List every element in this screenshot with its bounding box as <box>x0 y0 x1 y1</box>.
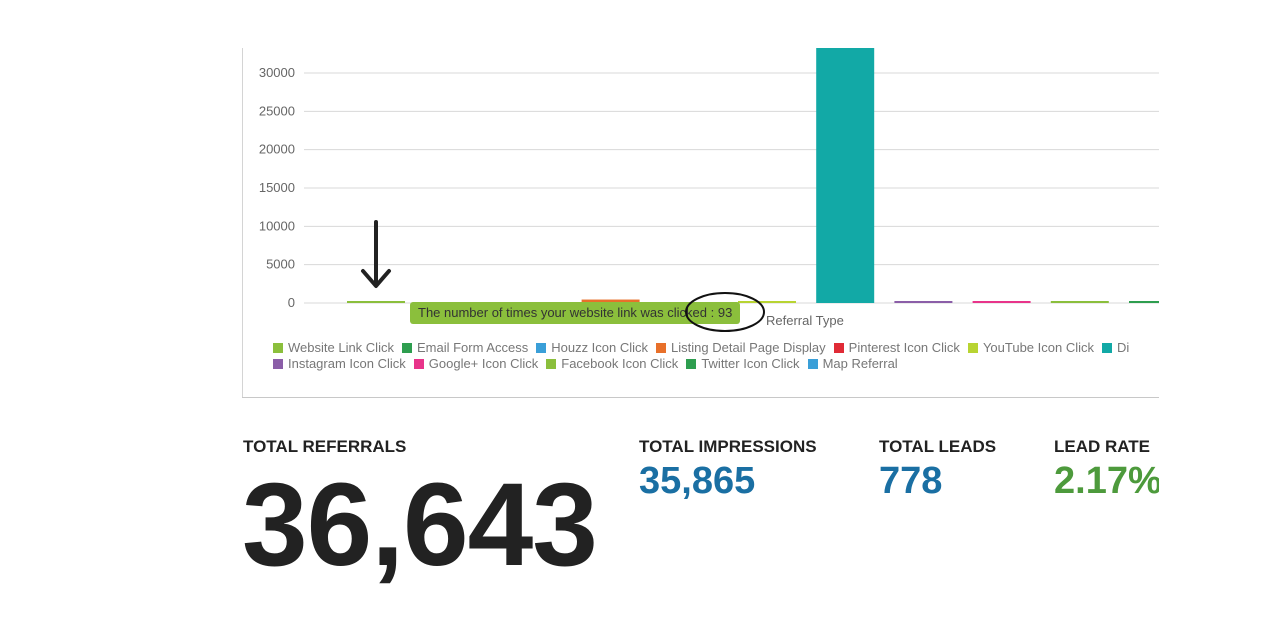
y-tick-label: 0 <box>288 295 295 310</box>
legend-item[interactable]: Instagram Icon Click <box>273 356 406 372</box>
legend-swatch <box>536 343 547 353</box>
legend-item[interactable]: Map Referral <box>807 356 898 372</box>
chart-panel-left-border <box>242 48 243 398</box>
y-tick-label: 5000 <box>266 257 295 272</box>
total-leads-value: 778 <box>879 460 943 502</box>
total-leads-label: TOTAL LEADS <box>879 437 997 456</box>
legend-label: Twitter Icon Click <box>701 356 800 371</box>
bar-google-icon-click[interactable] <box>972 301 1031 303</box>
bar-di[interactable] <box>816 48 875 303</box>
total-impressions-value: 35,865 <box>639 460 756 502</box>
chart-tooltip: The number of times your website link wa… <box>410 302 741 324</box>
legend-item[interactable]: Pinterest Icon Click <box>833 340 960 356</box>
legend-label: Pinterest Icon Click <box>848 340 960 355</box>
legend-label: Email Form Access <box>416 340 529 355</box>
lead-rate-value: 2.17% <box>1054 460 1159 502</box>
legend-item[interactable]: Twitter Icon Click <box>686 356 800 372</box>
total-impressions-label: TOTAL IMPRESSIONS <box>639 437 817 456</box>
bar-youtube-icon-click[interactable] <box>738 301 796 303</box>
y-axis-tick-labels: 0 5000 10000 15000 20000 25000 30000 <box>259 65 295 310</box>
legend-swatch <box>273 359 283 369</box>
legend-swatch <box>833 343 844 353</box>
legend-item[interactable]: Houzz Icon Click <box>536 340 648 356</box>
total-referrals-value: 36,643 <box>242 459 598 591</box>
legend-swatch <box>967 343 978 353</box>
y-tick-label: 10000 <box>259 218 295 233</box>
legend-swatch <box>273 343 283 353</box>
y-tick-label: 20000 <box>259 142 295 157</box>
bar-listing-detail-page-display[interactable] <box>581 299 640 303</box>
legend-item[interactable]: YouTube Icon Click <box>967 340 1094 356</box>
legend-row-1: Website Link Click Email Form Access Houzz… <box>273 340 1159 356</box>
chart-panel-bottom-border <box>242 397 1159 398</box>
legend-item[interactable]: Email Form Access <box>401 340 529 356</box>
y-tick-label: 15000 <box>259 180 295 195</box>
legend-label: Map Referral <box>822 356 898 371</box>
total-referrals-label: TOTAL REFERRALS <box>243 437 407 456</box>
legend-label: Listing Detail Page Display <box>671 340 826 355</box>
legend-swatch <box>413 359 424 369</box>
legend-swatch <box>401 343 412 353</box>
legend-item[interactable]: Listing Detail Page Display <box>656 340 826 356</box>
y-tick-label: 25000 <box>259 103 295 118</box>
legend-swatch <box>807 359 818 369</box>
legend-swatch <box>686 359 697 369</box>
legend-swatch <box>656 343 667 353</box>
x-axis-title: Referral Type <box>766 313 844 328</box>
bar-facebook-icon-click[interactable] <box>1050 301 1109 303</box>
legend-label: Website Link Click <box>288 340 394 355</box>
legend-swatch <box>1101 343 1112 353</box>
bar-twitter-icon-click[interactable] <box>1129 301 1159 303</box>
legend-label: Facebook Icon Click <box>561 356 679 371</box>
lead-rate-label: LEAD RATE <box>1054 437 1151 456</box>
legend-swatch <box>546 359 557 369</box>
legend-label: Di <box>1116 340 1130 355</box>
legend-label: Google+ Icon Click <box>428 356 539 371</box>
referral-bar-chart: 0 5000 10000 15000 20000 25000 30000 Referral … <box>259 48 1159 328</box>
bar-instagram-icon-click[interactable] <box>894 301 953 303</box>
legend-label: YouTube Icon Click <box>982 340 1094 355</box>
bar-website-link-click[interactable] <box>347 301 405 303</box>
legend-label: Instagram Icon Click <box>288 356 406 371</box>
legend-label: Houzz Icon Click <box>551 340 649 355</box>
legend-item[interactable]: Di <box>1101 340 1130 356</box>
legend-item[interactable]: Google+ Icon Click <box>413 356 539 372</box>
y-tick-label: 30000 <box>259 65 295 80</box>
legend-item[interactable]: Website Link Click <box>273 340 394 356</box>
legend-row-2: Instagram Icon Click Google+ Icon Click Fa… <box>273 356 1159 372</box>
chart-bars <box>347 48 1159 303</box>
stats-section: TOTAL REFERRALS 36,643 TOTAL IMPRESSIONS… <box>242 437 1159 591</box>
legend-item[interactable]: Facebook Icon Click <box>546 356 678 372</box>
referral-chart-panel: 0 5000 10000 15000 20000 25000 30000 Referral … <box>242 48 1159 398</box>
